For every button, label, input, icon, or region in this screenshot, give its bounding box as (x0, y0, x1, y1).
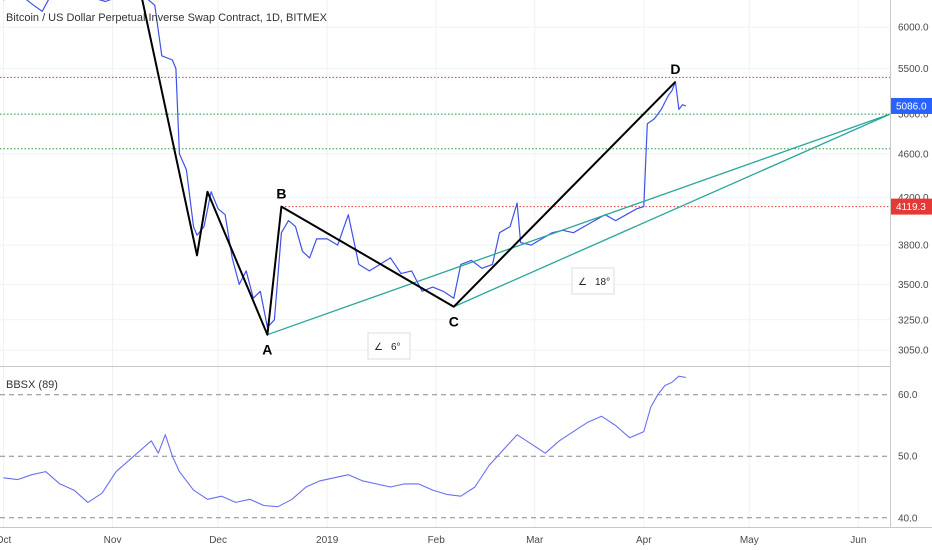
angle-label-2-box (571, 267, 615, 295)
main-y-tick-label: 3250.0 (898, 315, 929, 326)
pattern-point-labels: A B C D (262, 61, 680, 358)
main-y-tick-label: 4200.0 (898, 193, 929, 204)
indicator-dashed-levels (0, 394, 890, 519)
indicator-y-tick-label: 60.0 (898, 390, 918, 401)
pattern-point-label-c: C (449, 314, 459, 330)
main-y-tick-label: 5500.0 (898, 64, 929, 75)
x-tick-label: Mar (526, 535, 544, 546)
price-tag-box (891, 198, 932, 215)
angle-label-1-box (367, 332, 411, 360)
price-tag-label: 5086.0 (896, 101, 927, 112)
x-ticks: Oct Nov Dec 2019 Feb Mar Apr May Jun (0, 535, 866, 546)
x-tick-label: Apr (636, 535, 652, 546)
trend-line-lower (267, 113, 891, 336)
main-y-ticks: 3050.0 3250.0 3500.0 3800.0 4200.0 4600.0 5000… (898, 23, 929, 357)
trendline (267, 113, 891, 336)
x-tick-label: Nov (104, 535, 122, 546)
indicator-line (3, 375, 687, 508)
angle-label-1: ∠ 6° (367, 332, 411, 360)
price-tag-label: 4119.3 (896, 202, 926, 213)
main-y-tick-label: 3500.0 (898, 280, 929, 291)
x-tick-label: Feb (428, 535, 446, 546)
main-y-tick-label: 4600.0 (898, 149, 929, 160)
price-series (3, 0, 687, 328)
pattern-point-label-d: D (670, 61, 680, 77)
abcd-pattern (141, 0, 677, 336)
main-y-tick-label: 6000.0 (898, 23, 929, 34)
pattern-point-label-b: B (276, 186, 286, 202)
angle-label-2: ∠ 18° (571, 267, 615, 295)
main-pane-grid (0, 0, 890, 366)
x-tick-label: 2019 (316, 535, 339, 546)
indicator-pane-grid (3, 367, 859, 527)
angle-label-1-text: 6° (391, 342, 401, 353)
x-tick-label: Dec (209, 535, 227, 546)
x-tick-label: Jun (850, 535, 866, 546)
main-pane-levels (0, 76, 890, 208)
angle-label-2-icon: ∠ (578, 277, 587, 288)
price-tag-box (891, 97, 932, 114)
angle-label-1-icon: ∠ (374, 342, 383, 353)
angle-label-2-text: 18° (595, 277, 610, 288)
abcd-pattern-line (141, 0, 677, 336)
indicator-title: BBSX (89) (6, 379, 58, 391)
indicator-y-ticks: 40.0 50.0 60.0 (898, 390, 918, 524)
price-tags: 5086.0 4119.3 (891, 97, 932, 215)
main-y-tick-label: 5000.0 (898, 110, 929, 121)
trend-line-upper (453, 113, 891, 308)
indicator-series (3, 375, 687, 508)
main-y-tick-label: 3800.0 (898, 241, 929, 252)
indicator-y-tick-label: 40.0 (898, 513, 918, 524)
main-chart-title: Bitcoin / US Dollar Perpetual Inverse Sw… (6, 12, 328, 24)
indicator-y-tick-label: 50.0 (898, 452, 918, 463)
main-y-tick-label: 3050.0 (898, 346, 929, 357)
x-tick-label: May (740, 535, 759, 546)
price-axis-bg (890, 0, 932, 527)
price-line (3, 0, 687, 328)
pattern-point-label-a: A (262, 342, 272, 358)
x-tick-label: Oct (0, 535, 12, 546)
